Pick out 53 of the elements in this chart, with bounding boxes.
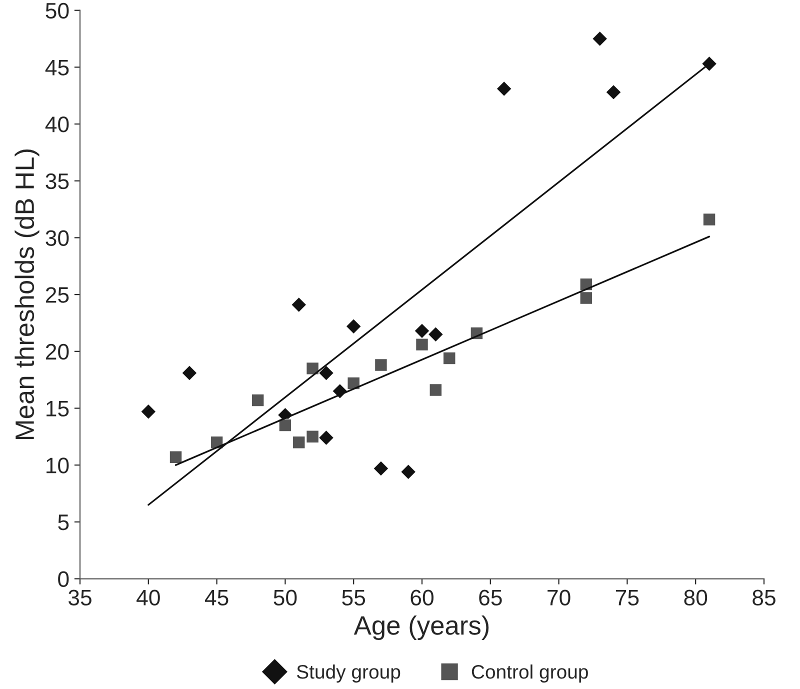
point [306,362,320,376]
point [373,460,389,476]
x-tick-label: 45 [204,590,228,606]
x-tick-label: 80 [684,590,708,606]
x-tick-label: 85 [752,590,776,606]
y-tick-label: 35 [46,173,69,190]
y-axis-title: Mean thresholds (dB HL) [14,150,40,440]
point [374,358,388,372]
point [701,56,718,72]
point [140,404,156,420]
x-tick-label: 35 [68,590,92,606]
point [318,365,334,381]
legend-label: Study group [296,664,400,683]
y-tick-label: 50 [46,2,69,19]
y-tick-label: 15 [46,400,69,417]
point [414,322,430,339]
point [415,338,429,352]
x-tick-label: 60 [410,590,434,606]
legend-label: Control group [472,664,588,683]
y-tick-label: 0 [58,571,69,588]
point [592,30,608,47]
point [306,430,320,444]
point [496,80,512,97]
point [702,212,716,226]
x-tick-label: 40 [136,590,160,606]
point [278,418,292,432]
y-tick-label: 10 [46,458,69,474]
y-tick-label: 40 [45,116,69,132]
point [181,365,198,381]
point [429,383,442,397]
x-tick-label: 75 [616,590,639,606]
point [346,318,362,334]
point [251,394,264,407]
x-tick-label: 65 [479,590,502,606]
y-tick-label: 30 [46,230,69,246]
y-tick-label: 45 [45,60,69,76]
point [428,326,444,342]
x-tick-label: 55 [342,590,366,606]
point [292,436,306,449]
point [400,464,416,480]
point [580,291,593,305]
y-tick-label: 5 [58,514,69,530]
point [442,352,456,365]
y-tick-label: 25 [46,287,69,303]
x-tick-label: 70 [548,590,570,606]
y-tick-label: 20 [46,344,69,360]
point [290,296,307,313]
point [318,430,334,446]
point [606,84,622,100]
x-axis-title: Age (years) [354,615,489,640]
point [169,450,182,464]
x-tick-label: 50 [274,590,297,606]
point [347,376,360,390]
